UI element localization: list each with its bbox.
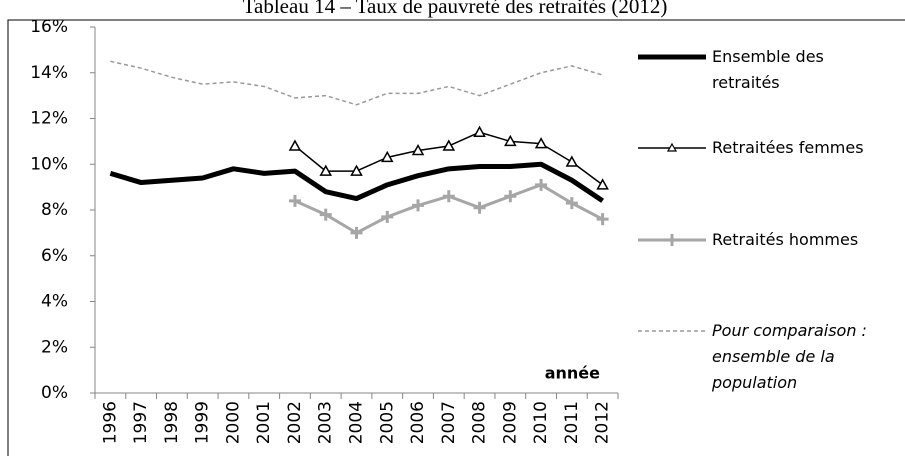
marker: [442, 190, 455, 203]
marker: [534, 137, 548, 149]
marker: [288, 194, 301, 207]
marker: [596, 213, 609, 226]
x-tick-label: 1998: [162, 401, 182, 444]
y-tick-label: 14%: [30, 63, 68, 83]
y-tick-label: 6%: [41, 246, 68, 266]
x-tick-label: 2002: [285, 401, 305, 444]
y-tick-label: 16%: [30, 17, 68, 37]
marker: [596, 178, 609, 190]
marker: [411, 143, 425, 156]
marker: [565, 155, 579, 167]
marker: [319, 208, 332, 221]
x-tick-label: 2001: [254, 401, 274, 444]
marker: [350, 164, 363, 176]
marker: [412, 199, 425, 212]
annotation: année: [545, 364, 600, 383]
x-tick-label: 2004: [347, 401, 367, 444]
x-tick-label: 1999: [193, 401, 213, 444]
y-tick-label: 12%: [30, 109, 68, 129]
y-tick-label: 4%: [41, 292, 68, 312]
chart-title: Tableau 14 – Taux de pauvreté des retrai…: [243, 0, 668, 18]
x-tick-label: 1997: [131, 401, 151, 444]
marker: [504, 134, 517, 147]
marker: [565, 197, 578, 210]
marker: [381, 210, 394, 223]
x-tick-label: 2010: [531, 401, 551, 444]
y-tick-label: 8%: [41, 200, 68, 220]
legend-marker: [666, 234, 678, 246]
legend-marker: [666, 142, 678, 152]
x-tick-label: 2008: [470, 401, 490, 444]
legend-label: Ensemble des retraités: [712, 47, 824, 92]
x-tick-label: 1996: [100, 401, 120, 444]
x-tick-label: 2007: [439, 401, 459, 444]
marker: [319, 164, 333, 176]
legend-label: Pour comparaison : ensemble de la popula…: [712, 321, 867, 392]
marker: [350, 226, 363, 239]
x-tick-label: 2003: [316, 401, 336, 444]
y-tick-label: 10%: [30, 154, 68, 174]
marker: [504, 190, 517, 203]
frame: [7, 19, 905, 456]
x-tick-label: 2011: [562, 401, 582, 444]
x-tick-label: 2005: [377, 401, 397, 444]
marker: [535, 178, 548, 191]
series-line: [110, 60, 603, 106]
marker: [380, 150, 394, 163]
legend-label: Retraités hommes: [712, 230, 859, 249]
y-tick-label: 2%: [41, 337, 68, 357]
marker: [473, 201, 486, 214]
x-tick-label: 2006: [408, 401, 428, 444]
legend-label: Retraitées femmes: [712, 138, 864, 157]
y-tick-label: 0%: [41, 383, 68, 403]
marker: [442, 139, 456, 151]
marker: [473, 125, 486, 137]
x-tick-label: 2009: [500, 401, 520, 444]
series-line: [109, 161, 605, 203]
marker: [288, 139, 302, 151]
x-tick-label: 2000: [223, 401, 243, 444]
x-tick-label: 2012: [593, 401, 613, 444]
